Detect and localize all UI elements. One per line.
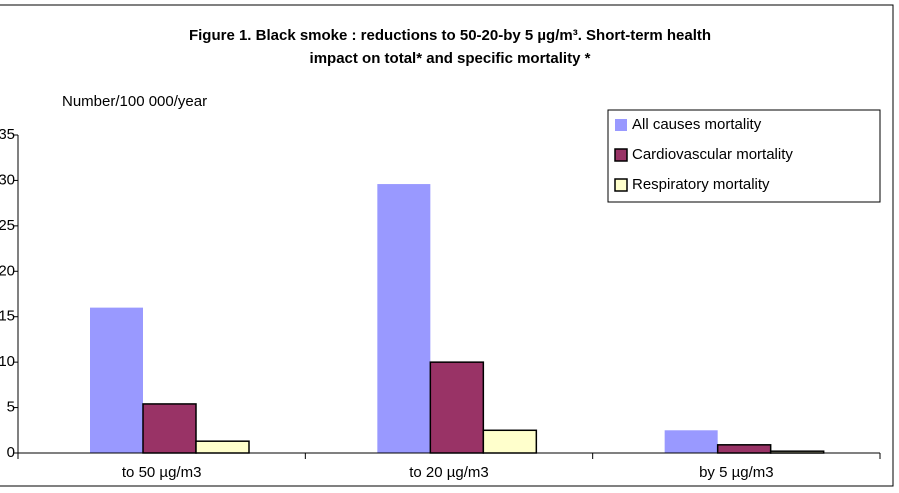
legend-box (607, 109, 881, 203)
bar (377, 184, 431, 453)
bar (716, 444, 772, 454)
y-tick-label: 35 (0, 126, 15, 143)
legend-label: Respiratory mortality (632, 176, 770, 193)
y-axis-label: Number/100 000/year (62, 93, 207, 110)
y-tick-label: 30 (0, 171, 15, 188)
legend-swatch (615, 119, 627, 131)
bar (195, 440, 250, 454)
bar (664, 430, 718, 453)
y-tick-label: 5 (7, 399, 15, 416)
chart-title: impact on total* and specific mortality … (310, 50, 591, 67)
bar (482, 429, 538, 454)
bar (142, 403, 197, 454)
legend-label: Cardiovascular mortality (632, 146, 793, 163)
y-tick-label: 0 (7, 444, 15, 461)
legend-swatch (614, 178, 628, 192)
y-tick-label: 20 (0, 262, 15, 279)
bar (90, 307, 143, 453)
x-tick-label: to 20 µg/m3 (409, 464, 489, 481)
x-tick-label: to 50 µg/m3 (122, 464, 202, 481)
y-tick-label: 15 (0, 308, 15, 325)
bar (429, 361, 485, 454)
y-tick-label: 10 (0, 353, 15, 370)
y-tick-label: 25 (0, 217, 15, 234)
legend-swatch (614, 148, 628, 162)
chart-title: Figure 1. Black smoke : reductions to 50… (189, 27, 711, 44)
legend-label: All causes mortality (632, 116, 762, 133)
x-tick-label: by 5 µg/m3 (699, 464, 774, 481)
